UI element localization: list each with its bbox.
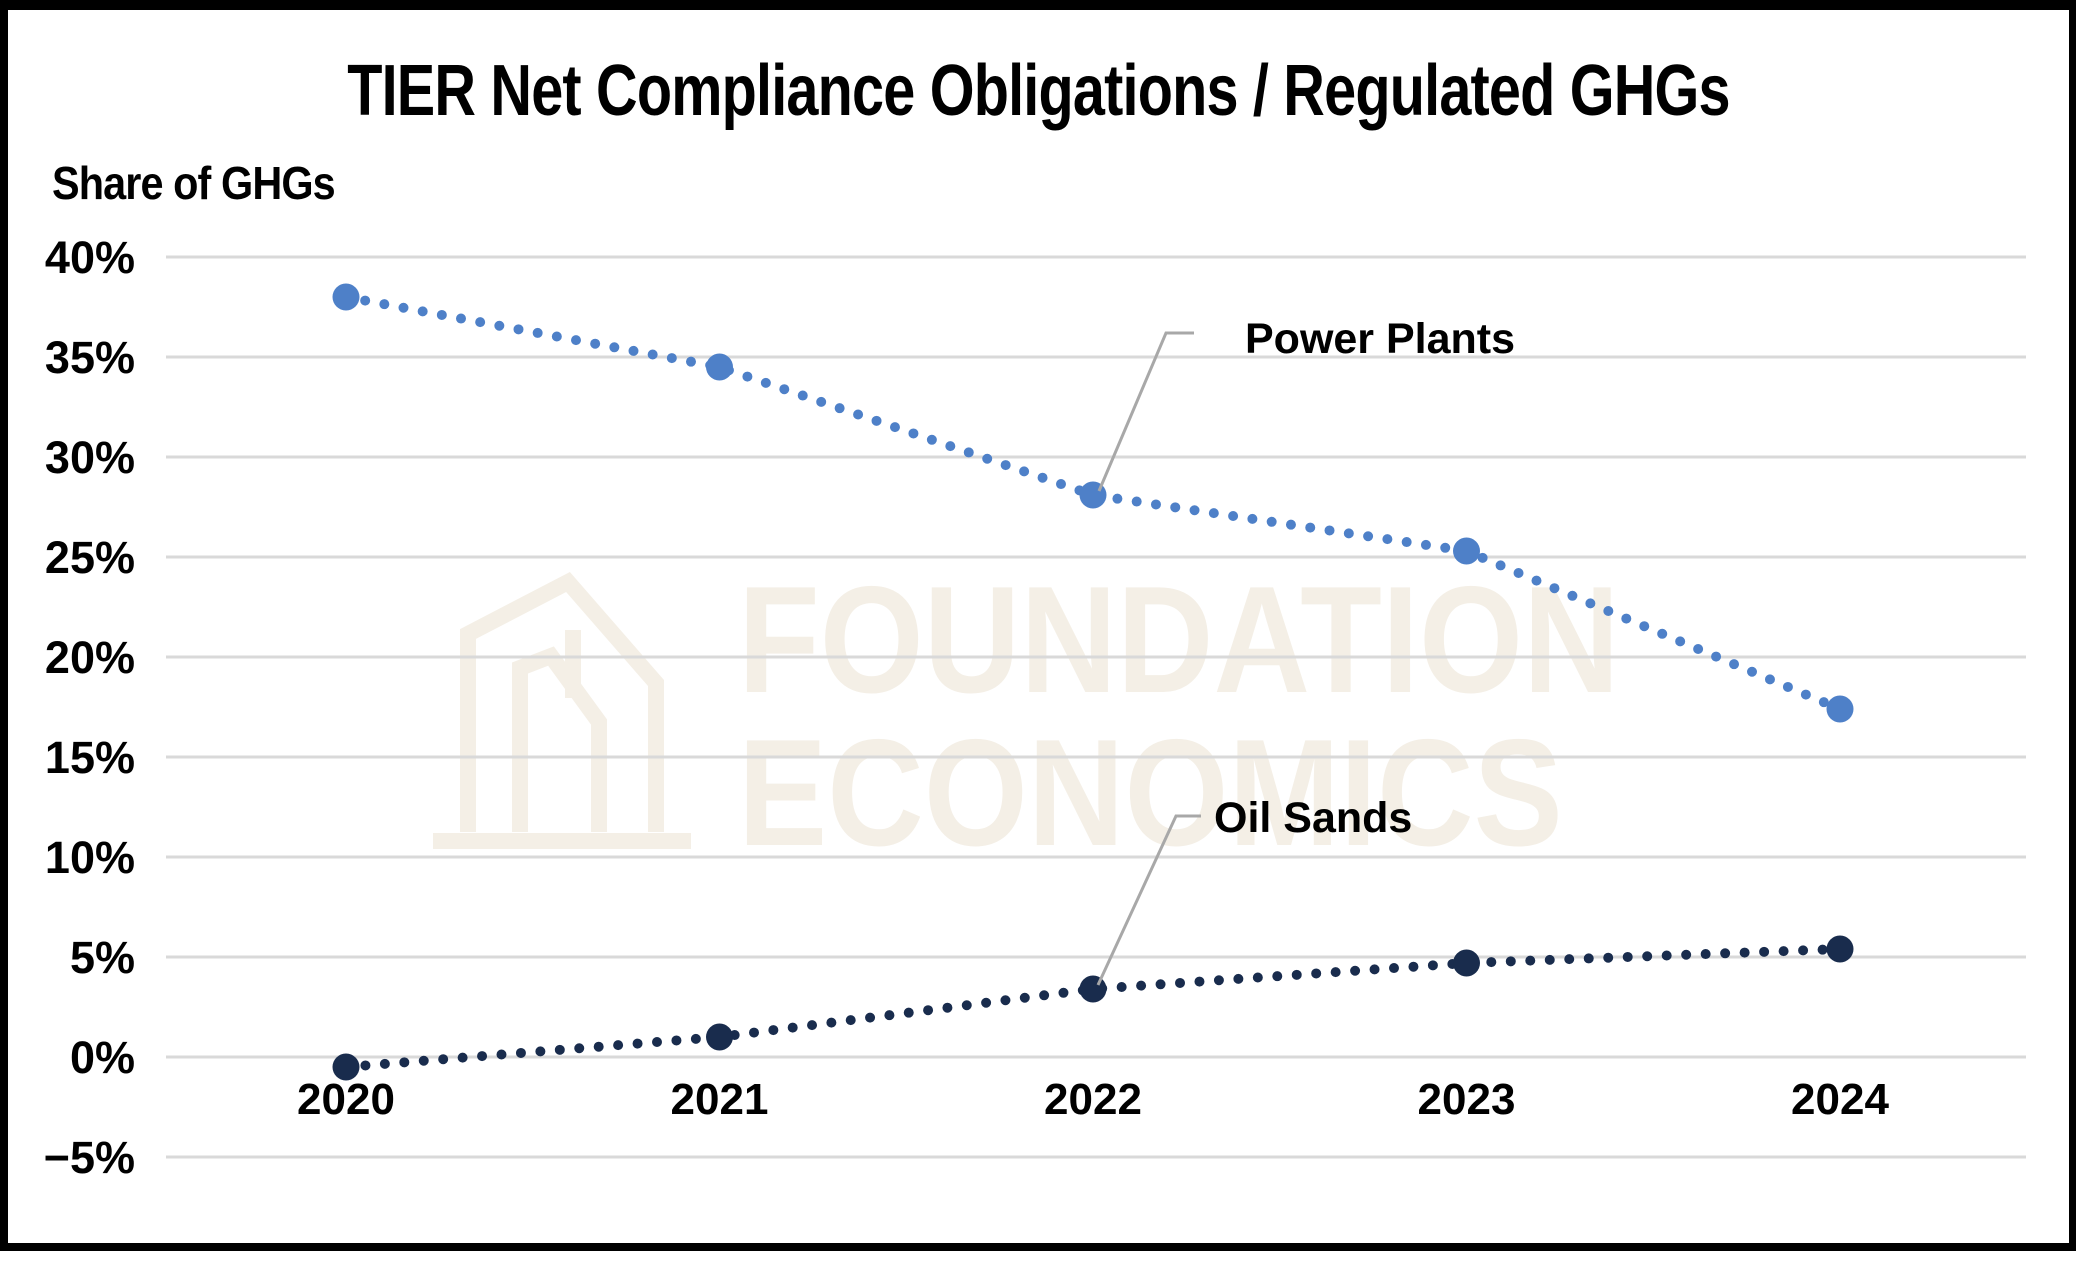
watermark-line: ECONOMICS xyxy=(738,708,1563,878)
annotation-label: Power Plants xyxy=(1245,315,1515,363)
y-tick-label: 25% xyxy=(45,532,135,583)
y-tick-label: 35% xyxy=(45,332,135,383)
watermark-line: FOUNDATION xyxy=(738,555,1620,725)
data-point-marker xyxy=(1826,695,1854,723)
data-point-marker xyxy=(332,1053,360,1081)
series-dotted-line xyxy=(341,292,1845,714)
annotation-leader-line xyxy=(1097,331,1194,492)
annotation-power-plants: Power Plants xyxy=(1097,315,1515,492)
y-tick-label: 5% xyxy=(70,932,135,983)
data-point-marker xyxy=(1453,949,1480,977)
y-tick-label: 30% xyxy=(45,432,135,483)
annotation-label: Oil Sands xyxy=(1214,794,1412,842)
data-point-marker xyxy=(1826,935,1854,963)
x-tick-label: 2023 xyxy=(1418,1075,1516,1124)
y-tick-label: 15% xyxy=(45,732,135,783)
y-axis-title: Share of GHGs xyxy=(52,157,336,209)
data-point-marker xyxy=(1453,537,1480,565)
data-point-marker xyxy=(332,283,360,311)
series-dotted-line xyxy=(341,944,1845,1072)
annotation-oil-sands: Oil Sands xyxy=(1096,794,1412,986)
x-tick-label: 2022 xyxy=(1044,1075,1142,1124)
data-point-marker xyxy=(706,353,733,381)
y-tick-label: 0% xyxy=(70,1032,135,1083)
data-point-marker xyxy=(1079,975,1107,1003)
chart-title: TIER Net Compliance Obligations / Regula… xyxy=(347,51,1730,131)
gridlines xyxy=(166,255,2026,1159)
buildings-icon xyxy=(433,571,691,849)
x-tick-labels: 2020 2021 2022 2023 2024 xyxy=(297,1075,1889,1124)
y-tick-label: −5% xyxy=(44,1132,135,1183)
x-tick-label: 2024 xyxy=(1791,1075,1889,1124)
series-oil-sands xyxy=(332,935,1854,1081)
x-tick-label: 2020 xyxy=(297,1075,395,1124)
x-tick-label: 2021 xyxy=(671,1075,769,1124)
y-tick-label: 20% xyxy=(45,632,135,683)
y-tick-label: 40% xyxy=(45,232,135,283)
annotation-leader-line xyxy=(1096,814,1201,986)
y-tick-label: 10% xyxy=(45,832,135,883)
y-tick-labels: 40% 35% 30% 25% 20% 15% 10% 5% 0% −5% xyxy=(44,232,135,1183)
data-point-marker xyxy=(706,1023,733,1051)
series-power-plants xyxy=(332,283,1854,723)
